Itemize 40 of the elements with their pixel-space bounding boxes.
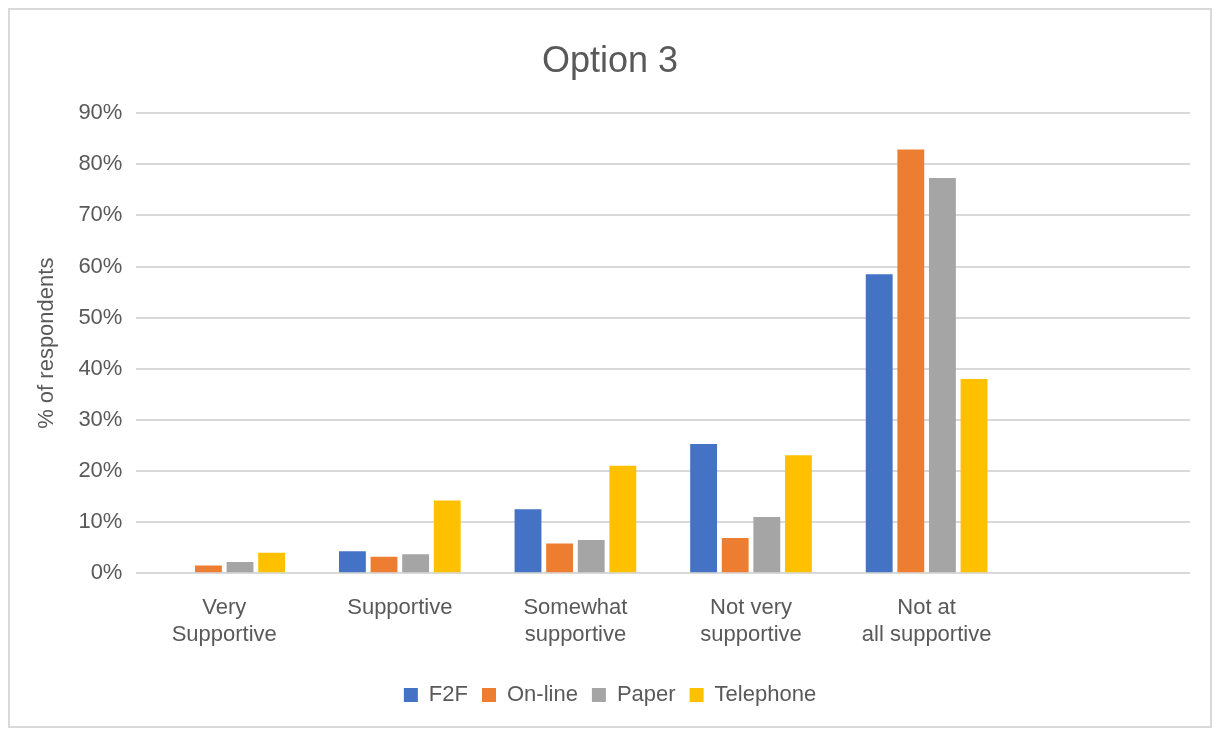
y-tick-label: 30%	[78, 405, 123, 431]
bar	[258, 552, 286, 573]
bar	[514, 509, 542, 573]
x-tick-label: Not at all supportive	[861, 594, 992, 646]
bar	[865, 274, 893, 573]
x-tick-label: Supportive	[347, 594, 453, 620]
legend-label: On-line	[506, 681, 578, 707]
y-tick-label: 50%	[78, 303, 123, 329]
y-tick-label: 90%	[78, 99, 123, 125]
bar	[194, 565, 222, 573]
bar	[784, 455, 812, 573]
y-tick-label: 70%	[78, 201, 123, 227]
bar	[433, 500, 461, 573]
x-tick-label: Not very supportive	[700, 594, 802, 646]
bar	[226, 561, 254, 573]
chart-title: Option 3	[541, 38, 679, 80]
y-axis-title: % of respondents	[33, 257, 59, 429]
y-tick-label: 0%	[90, 559, 123, 585]
bar	[928, 178, 956, 573]
x-tick-label: Somewhat supportive	[523, 594, 628, 646]
bar	[897, 149, 925, 573]
legend-label: Paper	[616, 681, 676, 707]
y-tick-label: 80%	[78, 150, 123, 176]
bar	[721, 537, 749, 573]
y-tick-label: 40%	[78, 354, 123, 380]
bar	[338, 551, 366, 573]
bar	[546, 543, 574, 573]
y-tick-label: 60%	[78, 252, 123, 278]
bar	[402, 554, 430, 573]
legend-label: F2F	[428, 681, 468, 707]
legend-label: Telephone	[714, 681, 817, 707]
bar	[960, 378, 988, 573]
bar	[753, 516, 781, 573]
bar	[577, 539, 605, 573]
bar	[690, 443, 718, 573]
bar	[370, 556, 398, 573]
bar	[609, 465, 637, 573]
x-tick-label: Very Supportive	[171, 594, 277, 646]
y-tick-label: 20%	[78, 457, 123, 483]
y-tick-label: 10%	[78, 508, 123, 534]
